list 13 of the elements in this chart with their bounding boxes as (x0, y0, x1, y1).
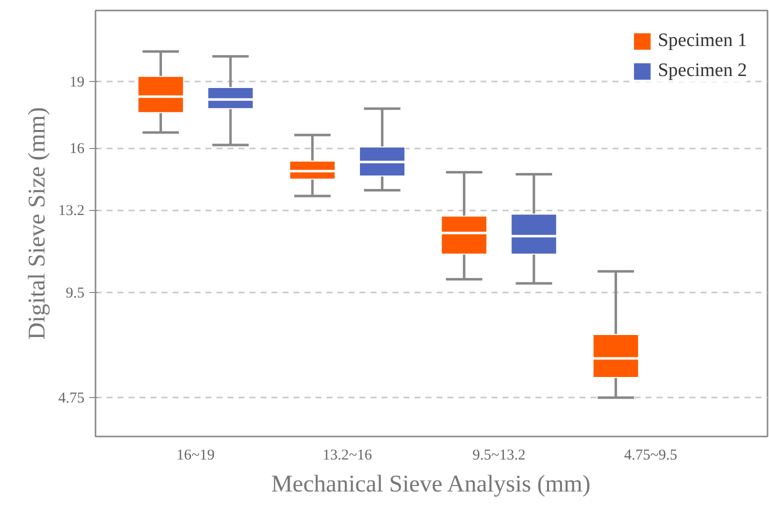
y-tick-label: 9.5 (66, 285, 84, 302)
x-tick-label: 4.75~9.5 (624, 448, 678, 464)
y-tick-label: 13.2 (58, 203, 84, 220)
y-axis-title: Digital Sieve Size (mm) (24, 107, 50, 340)
x-tick-label: 16~19 (176, 448, 215, 464)
legend-label: Specimen 1 (658, 30, 747, 52)
y-tick-label: 4.75 (58, 390, 84, 407)
x-axis-title: Mechanical Sieve Analysis (mm) (271, 472, 590, 498)
y-tick-label: 16 (70, 141, 85, 158)
x-tick-label: 13.2~16 (322, 448, 372, 464)
legend-label: Specimen 2 (658, 60, 747, 82)
x-tick-label: 9.5~13.2 (472, 448, 526, 464)
y-tick-label: 19 (70, 74, 84, 90)
